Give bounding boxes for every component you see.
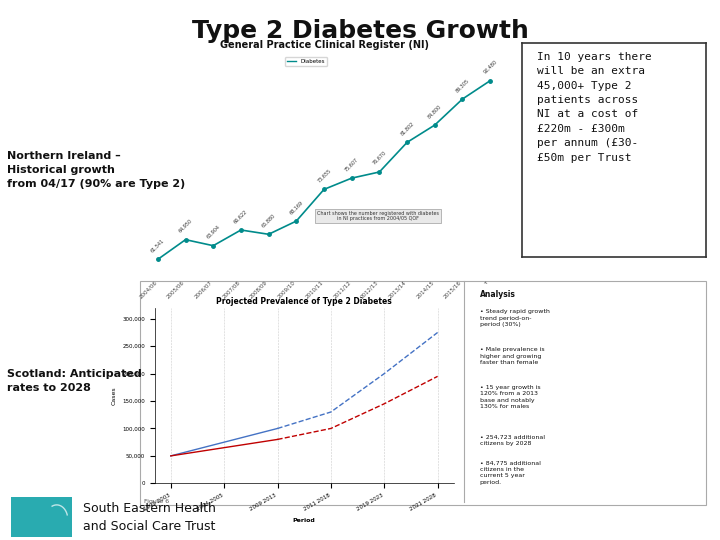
Text: 61,541: 61,541	[150, 238, 166, 253]
Text: 76,670: 76,670	[372, 151, 387, 166]
Text: Chart shows the number registered with diabetes
in NI practices from 2004/05 QOF: Chart shows the number registered with d…	[317, 211, 439, 221]
Text: • 254,723 additional
citizens by 2028: • 254,723 additional citizens by 2028	[480, 435, 545, 446]
Text: 68,169: 68,169	[289, 200, 304, 215]
Text: • Male prevalence is
higher and growing
faster than female: • Male prevalence is higher and growing …	[480, 347, 544, 365]
Text: • 84,775 additional
citizens in the
current 5 year
period.: • 84,775 additional citizens in the curr…	[480, 461, 541, 485]
Text: 73,655: 73,655	[316, 168, 332, 184]
Text: 65,880: 65,880	[261, 213, 276, 228]
Title: Projected Prevalence of Type 2 Diabetes: Projected Prevalence of Type 2 Diabetes	[216, 296, 392, 306]
X-axis label: Period: Period	[293, 518, 315, 523]
Text: HSC: HSC	[305, 308, 334, 321]
Text: In 10 years there
will be an extra
45,000+ Type 2
patients across
NI at a cost o: In 10 years there will be an extra 45,00…	[536, 52, 652, 163]
Text: 84,800: 84,800	[427, 104, 443, 119]
Text: • 15 year growth is
120% from a 2013
base and notably
130% for males: • 15 year growth is 120% from a 2013 bas…	[480, 385, 540, 409]
Text: Northern Ireland –
Historical growth
from 04/17 (90% are Type 2): Northern Ireland – Historical growth fro…	[7, 151, 186, 189]
Title: General Practice Clinical Register (NI): General Practice Clinical Register (NI)	[220, 40, 428, 50]
Text: Type 2 Diabetes Growth: Type 2 Diabetes Growth	[192, 19, 528, 43]
Text: South Eastern Health
and Social Care Trust: South Eastern Health and Social Care Tru…	[83, 502, 216, 533]
Text: 66,622: 66,622	[233, 208, 248, 224]
Legend: Diabetes: Diabetes	[285, 57, 327, 66]
Text: 89,305: 89,305	[455, 78, 470, 93]
Text: 63,904: 63,904	[205, 224, 221, 240]
Text: 75,607: 75,607	[344, 157, 359, 172]
Text: Figure 6: Figure 6	[144, 500, 169, 504]
Legend: Males, Females: Males, Females	[246, 538, 332, 540]
Text: Analysis: Analysis	[480, 290, 516, 299]
Y-axis label: Cases: Cases	[112, 386, 117, 405]
Text: 92,480: 92,480	[482, 59, 498, 75]
Text: • Steady rapid growth
trend period-on-
period (30%): • Steady rapid growth trend period-on- p…	[480, 309, 549, 327]
Text: Scotland: Anticipated
rates to 2028: Scotland: Anticipated rates to 2028	[7, 369, 142, 393]
Text: 64,950: 64,950	[178, 218, 193, 234]
Text: 81,802: 81,802	[400, 121, 415, 137]
